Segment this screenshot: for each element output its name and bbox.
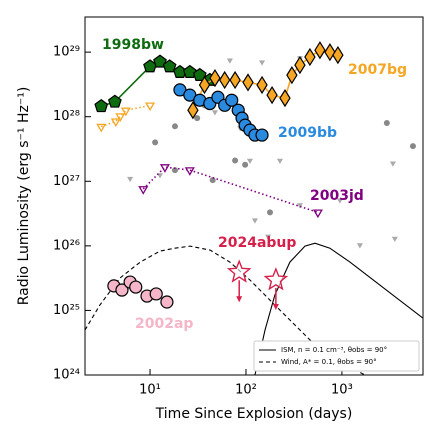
plot-area [85,41,423,375]
point [152,139,159,146]
point [286,66,298,85]
x-tick-label: 10¹ [139,383,161,398]
y-tick-label: 10²⁷ [53,174,80,189]
point [255,128,269,142]
model-curve [254,242,423,375]
point [209,68,221,88]
limit [120,107,131,117]
point [229,70,241,90]
series-label: 2003jd [310,188,364,204]
limit [391,236,398,242]
series-label: 2007bg [348,62,407,78]
limit [184,167,195,176]
limit [96,123,107,133]
limit [356,243,363,249]
limit [296,203,303,209]
point [314,41,326,60]
limit [226,58,233,64]
y-tick-label: 10²⁸ [53,109,80,124]
y-tick-label: 10²⁹ [53,45,80,60]
legend-box [253,340,420,372]
point [263,267,289,291]
point [209,177,216,184]
series-label: 1998bw [102,37,164,53]
limit [145,102,156,112]
limit [251,218,258,224]
y-tick-label: 10²⁶ [53,238,80,253]
y-tick-label: 10²⁵ [53,303,80,318]
limit [276,158,283,164]
point [182,64,197,79]
point [242,73,254,92]
point [171,123,178,130]
point [129,280,143,294]
legend-label: ISM, n = 0.1 cm⁻³, θobs = 90° [281,346,387,354]
point [115,283,129,297]
point [294,55,306,75]
limit [312,209,323,219]
point [242,161,249,168]
point [409,143,416,150]
point [324,43,336,62]
point [304,47,316,67]
limit [246,158,253,164]
x-tick-label: 10² [235,383,257,398]
point [94,99,109,113]
limit-arrowhead [272,303,279,310]
limit [138,186,149,195]
point [160,295,174,309]
frame [84,16,424,376]
limit [110,118,121,128]
series-label: 2024abup [218,235,296,251]
point [332,45,344,65]
limit [265,234,272,240]
point [266,85,278,105]
y-axis-label: Radio Luminosity (erg s⁻¹ Hz⁻¹) [16,87,32,306]
limit [159,164,170,173]
model-curve [85,245,366,375]
point [192,67,207,82]
x-tick-label: 10³ [331,383,353,398]
limit-arrowhead [236,296,243,303]
point [187,101,199,120]
point [266,209,273,216]
point [194,115,201,122]
point [383,119,390,126]
point [232,157,239,164]
series-label: 2002ap [135,316,193,332]
limit [389,161,396,167]
limit [127,176,134,183]
limit [115,113,126,122]
series-label: 2009bb [278,125,337,141]
point [107,94,122,108]
point [198,75,211,95]
point [162,59,177,73]
point [279,88,291,108]
legend-label: Wind, A* = 0.1, θobs = 90° [281,358,377,366]
x-axis-label: Time Since Explosion (days) [155,406,353,422]
y-tick-label: 10²⁴ [53,368,80,383]
limit [336,198,343,204]
point [225,93,239,107]
point [218,70,231,90]
limit [211,110,218,116]
point [171,167,178,174]
point [226,259,252,283]
point [149,287,163,301]
point [256,75,268,95]
limit [259,60,266,66]
